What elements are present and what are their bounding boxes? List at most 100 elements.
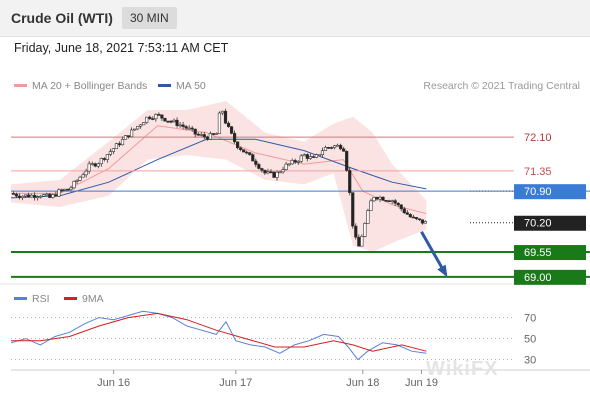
candle-body	[208, 133, 212, 140]
candle-body	[187, 127, 191, 130]
candle-body	[242, 149, 246, 153]
candle-body	[366, 210, 370, 224]
candle-body	[14, 193, 19, 197]
candle-body	[54, 194, 58, 197]
candle-body	[236, 141, 240, 149]
candle-body	[339, 144, 343, 150]
level-label-70-90: 70.90	[524, 186, 552, 198]
candle-body	[205, 136, 209, 140]
candle-body	[136, 125, 140, 130]
candle-body	[348, 170, 352, 193]
candle-body	[399, 204, 403, 210]
rsi-label: RSI	[32, 293, 50, 305]
instrument-title: Crude Oil (WTI)	[11, 10, 113, 26]
rsi-tick-50: 50	[524, 334, 536, 346]
ma50-line	[10, 138, 427, 199]
candle-body	[84, 170, 88, 176]
candle-body	[26, 194, 31, 198]
level-tag-70-20	[514, 215, 586, 231]
candle-body	[108, 151, 112, 155]
candle-body	[93, 163, 97, 167]
bollinger-band	[11, 101, 427, 252]
candle-body	[66, 188, 70, 191]
candle-body	[151, 118, 155, 120]
rsi-tick-70: 70	[524, 313, 536, 325]
ma20-label: MA 20 + Bollinger Bands	[32, 80, 148, 92]
candle-body	[69, 187, 73, 190]
candle-body	[332, 145, 337, 148]
candle-body	[260, 168, 264, 171]
candle-body	[139, 124, 143, 127]
interval-badge[interactable]: 30 MIN	[122, 7, 177, 29]
candle-body	[354, 225, 358, 238]
candle-body	[42, 194, 46, 197]
candle-body	[30, 194, 34, 198]
candle-body	[39, 195, 43, 198]
candle-body	[308, 156, 312, 159]
candle-body	[36, 196, 40, 199]
candle-body	[111, 148, 116, 152]
candle-body	[287, 163, 291, 166]
rsi-tick-30: 30	[524, 355, 536, 367]
candle-body	[405, 212, 409, 215]
candle-body	[326, 147, 331, 149]
candle-body	[123, 135, 128, 140]
candle-body	[269, 171, 273, 174]
candle-body	[372, 197, 376, 202]
rsi-series-rsi	[10, 310, 427, 361]
rsi-swatch	[14, 296, 27, 300]
candle-body	[23, 194, 28, 197]
candle-body	[157, 114, 161, 116]
candle-body	[20, 195, 25, 198]
candle-body	[369, 200, 373, 211]
candle-body	[96, 163, 100, 167]
candle-body	[345, 151, 349, 171]
candle-body	[375, 197, 379, 200]
candle-body	[169, 120, 173, 123]
candle-body	[281, 169, 285, 173]
candle-body	[211, 133, 215, 135]
candle-body	[314, 154, 319, 158]
candle-body	[411, 216, 415, 219]
candle-body	[254, 160, 258, 165]
candle-body	[378, 196, 382, 200]
rsi-series-9ma	[11, 312, 427, 352]
candle-body	[57, 189, 61, 197]
level-label-72-10: 72.10	[524, 132, 552, 144]
candle-body	[120, 138, 125, 146]
ma9-swatch	[64, 296, 77, 300]
credit-text: Research © 2021 Trading Central	[423, 80, 580, 92]
candle-body	[233, 133, 237, 143]
level-label-69-00: 69.00	[524, 272, 552, 284]
candle-body	[402, 208, 406, 214]
candle-body	[293, 160, 297, 163]
candle-body	[302, 154, 306, 157]
candle-body	[320, 150, 325, 156]
candle-body	[193, 128, 197, 135]
candle-body	[384, 200, 388, 202]
candle-body	[166, 120, 170, 123]
candle-body	[263, 169, 267, 174]
candle-body	[202, 134, 206, 138]
candle-body	[420, 219, 425, 224]
candle-body	[199, 134, 203, 136]
candle-body	[284, 163, 288, 170]
candle-body	[142, 122, 146, 126]
candle-body	[408, 214, 412, 218]
candle-body	[90, 163, 94, 165]
candle-body	[148, 116, 152, 119]
candle-body	[217, 112, 222, 134]
legend-rsi: RSI	[14, 293, 50, 305]
legend-ma50: MA 50	[158, 80, 206, 92]
candle-body	[414, 217, 418, 220]
candle-body	[214, 133, 219, 135]
level-label-69-55: 69.55	[524, 247, 552, 259]
candle-body	[305, 154, 309, 159]
candle-body	[196, 133, 200, 136]
candle-body	[102, 158, 106, 160]
candle-body	[163, 117, 167, 122]
legend-9ma: 9MA	[64, 293, 104, 305]
candle-body	[266, 171, 270, 174]
ma20-line	[11, 125, 427, 215]
